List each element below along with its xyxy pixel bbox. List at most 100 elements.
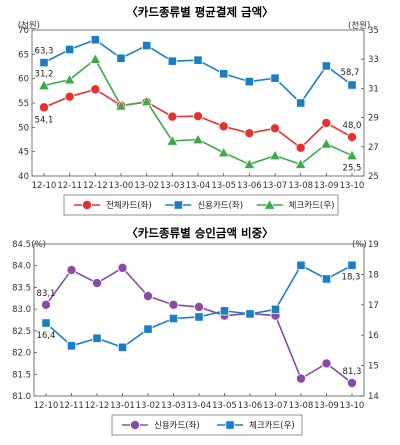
chart-average-payment: 〈카드종류별 평균결제 금액〉 (천원) (천원) 40 45 50 55 60 65 70… xyxy=(18,5,379,216)
data-label: 31,2 xyxy=(35,69,54,79)
y-left-tick-label: 84.5 xyxy=(12,240,31,250)
data-point xyxy=(321,358,332,369)
data-point xyxy=(217,146,230,158)
data-point xyxy=(269,149,281,161)
data-point xyxy=(294,158,307,169)
data-point xyxy=(346,377,357,388)
data-point xyxy=(219,69,229,79)
x-tick-label: 13-08 xyxy=(289,401,314,411)
data-point xyxy=(346,149,358,161)
y-right-tick-label: 17 xyxy=(368,301,379,311)
data-point xyxy=(270,73,280,83)
y-right-tick-label: 33 xyxy=(368,55,379,65)
x-tick-label: 13-06 xyxy=(238,401,263,411)
series-line-2 xyxy=(43,38,353,105)
y-right-unit: (%) xyxy=(352,240,367,250)
x-tick-label: 13-04 xyxy=(186,181,211,191)
data-point xyxy=(92,333,102,343)
data-point xyxy=(193,301,204,312)
data-point xyxy=(347,80,357,90)
legend-item: 신용카드(좌) xyxy=(122,419,200,431)
chart-title: 〈카드종류별 평균결제 금액〉 xyxy=(126,5,273,19)
data-point xyxy=(140,95,153,106)
x-tick-label: 12-11 xyxy=(57,181,82,191)
data-point xyxy=(168,299,179,310)
y-right-tick-label: 14 xyxy=(368,392,379,402)
y-right-tick-label: 25 xyxy=(368,172,379,182)
data-point xyxy=(63,73,76,85)
legend-marker xyxy=(82,199,93,210)
legend-label: 전체카드(좌) xyxy=(106,200,152,211)
x-tick-label: 13-04 xyxy=(187,401,212,411)
data-point xyxy=(218,121,229,132)
x-tick-label: 13-10 xyxy=(340,401,365,411)
data-point xyxy=(65,44,75,55)
data-point xyxy=(244,128,255,139)
x-tick-label: 13-07 xyxy=(263,181,288,191)
legend: 신용카드(좌) 체크카드(우) xyxy=(111,414,303,436)
data-point xyxy=(296,260,306,270)
legend-item: 전체카드(좌) xyxy=(74,199,152,211)
data-point xyxy=(219,306,230,316)
x-tick-label: 12-11 xyxy=(59,401,84,411)
data-point xyxy=(142,291,153,302)
legend-label: 신용카드(좌) xyxy=(154,421,200,431)
data-point xyxy=(194,312,204,322)
y-left-tick-label: 81.0 xyxy=(12,392,31,402)
data-point xyxy=(321,61,331,71)
y-left-tick-label: 55 xyxy=(18,99,29,109)
legend-item: 체크카드(우) xyxy=(217,420,295,431)
y-right-tick-label: 19 xyxy=(368,240,379,250)
legend-item: 체크카드(우) xyxy=(256,199,335,211)
data-point xyxy=(115,100,127,111)
legend-marker xyxy=(129,419,140,430)
data-point xyxy=(90,84,101,95)
data-label: 58,7 xyxy=(341,68,360,78)
y-right-tick-label: 16 xyxy=(368,331,379,341)
x-tick-label: 13-05 xyxy=(212,401,237,411)
y-right-tick-label: 18 xyxy=(368,270,379,280)
legend-label: 체크카드(우) xyxy=(289,200,335,211)
x-tick-label: 13-09 xyxy=(314,181,339,191)
legend-label: 신용카드(좌) xyxy=(197,201,243,211)
y-left-tick-label: 40 xyxy=(18,172,29,182)
y-left-tick-label: 83.5 xyxy=(12,283,31,293)
y-left-tick-label: 84.0 xyxy=(12,262,31,272)
data-point xyxy=(192,111,203,122)
data-point xyxy=(38,79,50,90)
chart-approval-share: 〈카드종류별 승인금액 비중〉 (%) (%) 81.0 81.5 82.0 82.5… xyxy=(12,226,379,436)
y-left-tick-label: 70 xyxy=(18,26,29,36)
legend-marker xyxy=(225,420,235,430)
data-point xyxy=(168,313,179,324)
data-point xyxy=(92,278,103,289)
data-point xyxy=(116,53,126,63)
x-tick-label: 13-06 xyxy=(237,181,262,191)
x-tick-label: 13-03 xyxy=(160,181,185,191)
data-point xyxy=(66,265,77,276)
data-point xyxy=(90,35,100,45)
x-tick-label: 13-05 xyxy=(211,181,236,191)
y-left-tick-label: 82.0 xyxy=(12,349,31,359)
series-line-1 xyxy=(45,266,353,384)
data-point xyxy=(89,53,102,64)
data-point xyxy=(41,318,51,328)
data-label: 18,3 xyxy=(342,272,361,282)
legend: 전체카드(좌) 신용카드(좌) 체크카드(우) xyxy=(63,194,339,216)
data-point xyxy=(192,133,204,144)
x-tick-label: 13-01 xyxy=(110,401,135,411)
x-tick-label: 13-09 xyxy=(314,401,339,411)
y-left-tick-label: 60 xyxy=(18,75,29,85)
data-label: 25,5 xyxy=(343,164,362,174)
y-right-tick-label: 35 xyxy=(368,26,379,36)
y-left-unit: (%) xyxy=(31,240,46,250)
x-tick-label: 13-02 xyxy=(134,181,159,191)
y-right-tick-label: 15 xyxy=(368,362,379,372)
y-left-tick-label: 65 xyxy=(18,50,29,60)
data-point xyxy=(270,304,281,314)
chart-title: 〈카드종류별 승인금액 비중〉 xyxy=(126,226,273,240)
data-label: 16,4 xyxy=(37,331,56,341)
y-right-unit: (천원) xyxy=(348,20,370,31)
y-left-tick-label: 83.0 xyxy=(12,305,31,315)
data-point xyxy=(166,135,179,146)
y-left-tick-label: 81.5 xyxy=(12,370,31,380)
